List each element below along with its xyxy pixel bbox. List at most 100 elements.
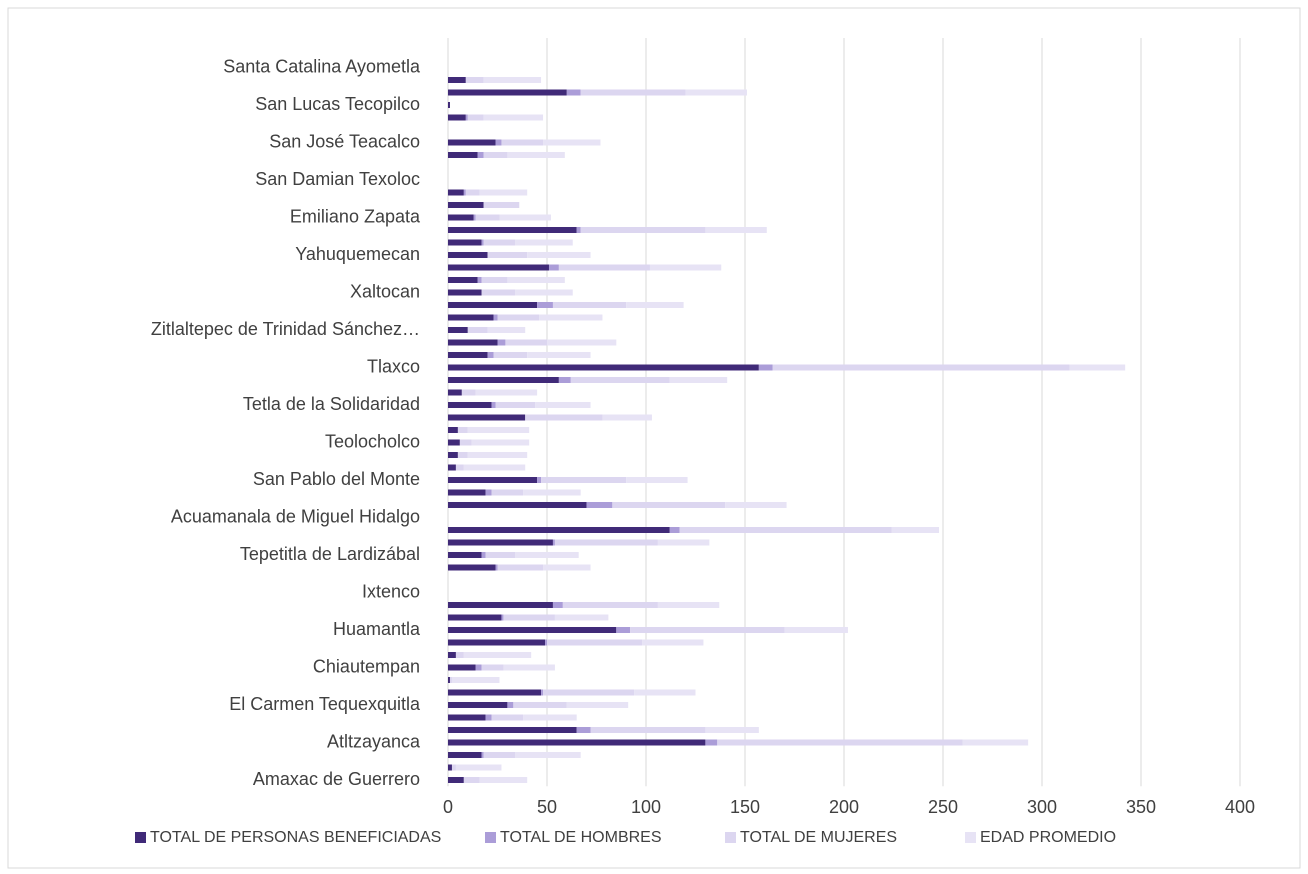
- bar-segment: [515, 552, 579, 558]
- bar-segment: [448, 414, 526, 421]
- bar-segment: [758, 364, 773, 371]
- legend-swatch: [485, 832, 496, 843]
- bar-segment: [473, 214, 476, 221]
- bar-segment: [541, 689, 544, 696]
- bar-segment: [448, 139, 496, 146]
- legend-label: TOTAL DE PERSONAS BENEFICIADAS: [150, 829, 441, 846]
- bar-segment: [448, 214, 474, 221]
- bar-segment: [685, 89, 747, 96]
- bar-segment: [515, 239, 573, 246]
- x-tick-label: 300: [1027, 797, 1057, 817]
- bar-segment: [479, 189, 528, 196]
- bar-segment: [481, 752, 484, 758]
- bar-segment: [448, 527, 670, 533]
- bar-segment: [467, 427, 530, 433]
- bar-segment: [669, 377, 728, 383]
- y-tick-label: Teolocholco: [325, 431, 420, 451]
- bar-segment: [481, 239, 484, 246]
- bar-segment: [448, 777, 464, 783]
- bar-segment: [448, 652, 456, 658]
- bar-segment: [448, 302, 538, 308]
- bar-segment: [552, 302, 627, 308]
- bar-segment: [962, 739, 1029, 746]
- x-tick-label: 100: [631, 797, 661, 817]
- bar-segment: [448, 152, 478, 158]
- bar-segment: [499, 214, 551, 221]
- bar-segment: [515, 752, 581, 758]
- bar-segment: [485, 552, 516, 558]
- bar-segment: [471, 439, 530, 446]
- bar-segment: [448, 377, 559, 383]
- bar-segment: [457, 452, 468, 458]
- bar-segment: [891, 527, 940, 533]
- bar-segment: [461, 389, 476, 396]
- y-tick-label: San Lucas Tecopilco: [255, 94, 420, 114]
- legend-swatch: [725, 832, 736, 843]
- bar-segment: [548, 264, 559, 271]
- bar-segment: [552, 539, 555, 546]
- bar-segment: [448, 289, 482, 296]
- bar-segment: [483, 752, 516, 758]
- bar-segment: [455, 764, 502, 771]
- bar-segment: [448, 477, 538, 483]
- bar-segment: [537, 302, 553, 308]
- y-tick-label: Emiliano Zapata: [290, 206, 421, 226]
- y-tick-label: Tetla de la Solidaridad: [243, 394, 420, 414]
- bar-segment: [448, 502, 587, 508]
- bar-segment: [465, 77, 484, 83]
- bar-segment: [602, 414, 652, 421]
- bar-segment: [448, 452, 458, 458]
- y-tick-label: Chiautempan: [313, 656, 420, 676]
- bar-segment: [513, 702, 567, 708]
- bar-segment: [527, 252, 591, 258]
- bar-segment: [495, 564, 498, 571]
- bar-segment: [448, 77, 466, 83]
- x-tick-label: 350: [1126, 797, 1156, 817]
- bar-segment: [717, 739, 963, 746]
- bar-segment: [448, 89, 567, 96]
- bar-segment: [523, 714, 577, 721]
- bar-segment: [477, 277, 482, 283]
- bar-segment: [481, 277, 508, 283]
- y-tick-label: El Carmen Tequexquitla: [229, 694, 421, 714]
- bar-segment: [457, 427, 468, 433]
- bar-segment: [483, 77, 542, 83]
- bar-segment: [570, 377, 670, 383]
- bar-segment: [552, 602, 563, 608]
- bar-segment: [495, 402, 536, 408]
- bar-segment: [1069, 364, 1126, 371]
- y-tick-label: San Pablo del Monte: [253, 469, 420, 489]
- bar-segment: [448, 427, 458, 433]
- bar-segment: [448, 389, 462, 396]
- bar-segment: [465, 189, 480, 196]
- bar-segment: [448, 264, 549, 271]
- legend-swatch: [965, 832, 976, 843]
- bar-segment: [554, 614, 609, 621]
- bar-segment: [459, 439, 472, 446]
- bar-segment: [448, 764, 452, 771]
- bar-segment: [448, 327, 468, 333]
- bar-segment: [495, 139, 502, 146]
- bar-segment: [448, 439, 460, 446]
- bar-segment: [448, 202, 484, 208]
- bar-segment: [448, 639, 546, 646]
- bar-segment: [562, 602, 658, 608]
- y-tick-label: Amaxac de Guerrero: [253, 769, 420, 789]
- bar-segment: [448, 739, 706, 746]
- bar-segment: [487, 352, 494, 358]
- bar-segment: [501, 614, 504, 621]
- bar-segment: [657, 602, 720, 608]
- x-tick-label: 250: [928, 797, 958, 817]
- bar-segment: [543, 139, 601, 146]
- bar-segment: [543, 564, 591, 571]
- bar-segment: [507, 277, 565, 283]
- bar-segment: [580, 89, 686, 96]
- bar-segment: [448, 627, 617, 633]
- bar-segment: [448, 189, 464, 196]
- x-tick-label: 50: [537, 797, 557, 817]
- y-tick-label: Tlaxco: [367, 356, 420, 376]
- bar-segment: [448, 689, 542, 696]
- bar-segment: [612, 502, 726, 508]
- bar-segment: [535, 402, 591, 408]
- bar-segment: [475, 214, 500, 221]
